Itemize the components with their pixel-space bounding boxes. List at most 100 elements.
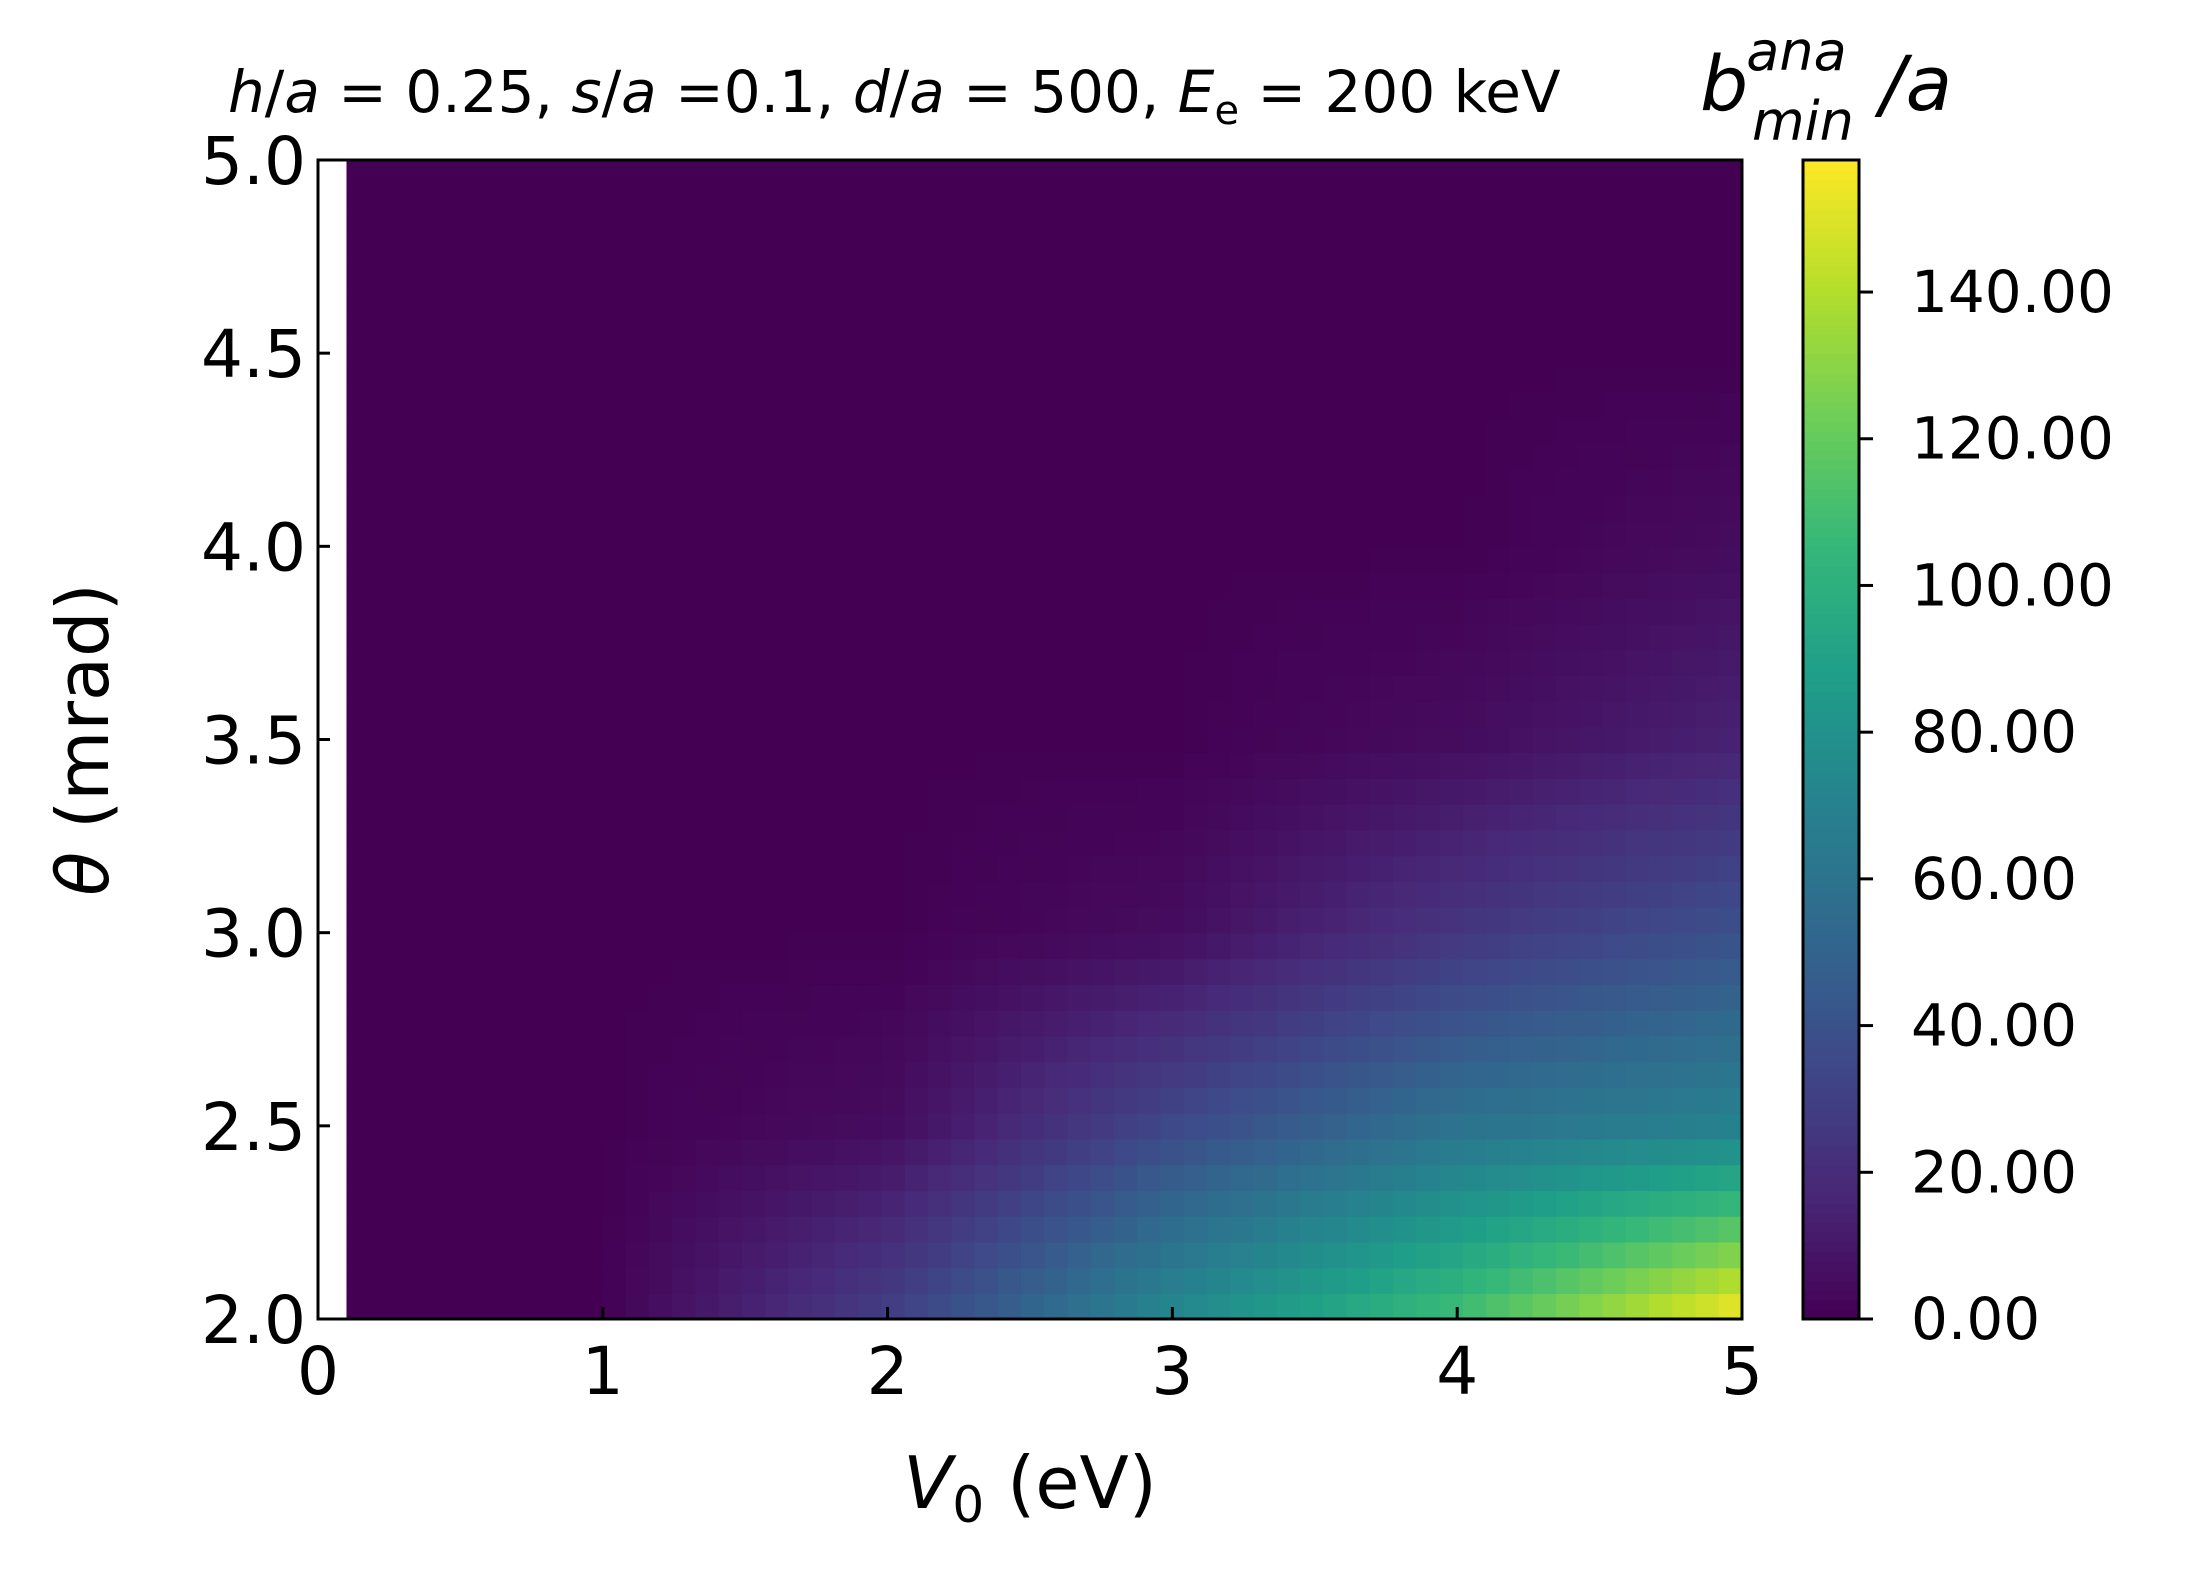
- heatmap-cell: [742, 1164, 766, 1191]
- heatmap-cell: [858, 804, 882, 831]
- heatmap-cell: [858, 1190, 882, 1217]
- heatmap-cell: [393, 624, 417, 651]
- heatmap-cell: [1044, 1113, 1068, 1140]
- heatmap-cell: [928, 1113, 952, 1140]
- heatmap-cell: [1207, 521, 1231, 548]
- heatmap-cell: [1068, 1010, 1092, 1037]
- heatmap-cell: [486, 1216, 510, 1243]
- heatmap-cell: [905, 1293, 929, 1320]
- heatmap-cell: [1649, 366, 1673, 393]
- heatmap-cell: [1277, 469, 1301, 496]
- heatmap-cell: [695, 649, 719, 676]
- heatmap-cell: [974, 1190, 998, 1217]
- heatmap-cell: [1044, 366, 1068, 393]
- heatmap-cell: [1509, 1242, 1533, 1269]
- heatmap-cell: [742, 933, 766, 960]
- heatmap-cell: [1068, 1216, 1092, 1243]
- heatmap-cell: [1068, 315, 1092, 342]
- heatmap-cell: [440, 340, 464, 367]
- heatmap-cell: [788, 727, 812, 754]
- heatmap-cell: [346, 392, 370, 419]
- heatmap-cell: [1649, 340, 1673, 367]
- heatmap-cell: [998, 1190, 1022, 1217]
- heatmap-cell: [1137, 521, 1161, 548]
- heatmap-cell: [1440, 881, 1464, 908]
- heatmap-cell: [556, 1139, 580, 1166]
- heatmap-cell: [579, 418, 603, 445]
- heatmap-cell: [486, 804, 510, 831]
- heatmap-cell: [765, 701, 789, 728]
- heatmap-cell: [649, 649, 673, 676]
- heatmap-cell: [974, 1139, 998, 1166]
- heatmap-cell: [1068, 546, 1092, 573]
- heatmap-cell: [440, 546, 464, 573]
- heatmap-cell: [416, 675, 440, 702]
- heatmap-cell: [812, 1293, 836, 1320]
- heatmap-cell: [1719, 727, 1743, 754]
- heatmap-cell: [765, 984, 789, 1011]
- heatmap-cell: [556, 212, 580, 239]
- heatmap-cell: [393, 237, 417, 264]
- colorbar-cell: [1803, 440, 1859, 450]
- heatmap-cell: [1021, 1010, 1045, 1037]
- heatmap-cell: [649, 1267, 673, 1294]
- heatmap-cell: [1695, 701, 1719, 728]
- heatmap-cell: [1719, 881, 1743, 908]
- heatmap-cell: [1486, 624, 1510, 651]
- heatmap-cell: [370, 675, 394, 702]
- heatmap-cell: [370, 340, 394, 367]
- heatmap-cell: [788, 778, 812, 805]
- heatmap-cell: [1370, 675, 1394, 702]
- heatmap-cell: [1695, 958, 1719, 985]
- colorbar-cell: [1803, 411, 1859, 421]
- heatmap-cell: [1184, 598, 1208, 625]
- heatmap-cell: [649, 958, 673, 985]
- heatmap-cell: [858, 237, 882, 264]
- heatmap-cell: [1719, 933, 1743, 960]
- heatmap-cell: [1393, 649, 1417, 676]
- heatmap-cell: [1254, 186, 1278, 213]
- heatmap-cell: [1626, 1293, 1650, 1320]
- heatmap-cell: [1602, 804, 1626, 831]
- heatmap-cell: [1416, 418, 1440, 445]
- colorbar-cell: [1803, 527, 1859, 537]
- heatmap-cell: [788, 340, 812, 367]
- heatmap-cell: [974, 1087, 998, 1114]
- heatmap-cell: [672, 598, 696, 625]
- heatmap-cell: [626, 727, 650, 754]
- heatmap-cell: [602, 263, 626, 290]
- heatmap-cell: [742, 649, 766, 676]
- heatmap-cell: [1230, 289, 1254, 316]
- heatmap-cell: [1556, 572, 1580, 599]
- heatmap-cell: [672, 315, 696, 342]
- heatmap-cell: [1463, 933, 1487, 960]
- colorbar-cell: [1803, 556, 1859, 566]
- heatmap-cell: [1672, 804, 1696, 831]
- heatmap-cell: [486, 1242, 510, 1269]
- heatmap-cell: [393, 315, 417, 342]
- heatmap-cell: [905, 572, 929, 599]
- heatmap-cell: [1021, 1087, 1045, 1114]
- heatmap-cell: [742, 1190, 766, 1217]
- heatmap-cell: [370, 186, 394, 213]
- heatmap-cell: [765, 1010, 789, 1037]
- heatmap-cell: [486, 443, 510, 470]
- heatmap-cell: [1068, 881, 1092, 908]
- heatmap-cell: [1370, 1087, 1394, 1114]
- heatmap-cell: [1323, 469, 1347, 496]
- heatmap-cell: [1556, 855, 1580, 882]
- heatmap-cell: [463, 263, 487, 290]
- heatmap-cell: [1416, 443, 1440, 470]
- heatmap-cells: [346, 160, 1742, 1320]
- heatmap-cell: [1370, 752, 1394, 779]
- heatmap-cell: [881, 1190, 905, 1217]
- heatmap-cell: [1068, 1242, 1092, 1269]
- heatmap-cell: [1137, 624, 1161, 651]
- heatmap-cell: [370, 212, 394, 239]
- heatmap-cell: [858, 598, 882, 625]
- heatmap-cell: [1230, 237, 1254, 264]
- heatmap-cell: [579, 804, 603, 831]
- heatmap-cell: [1719, 1010, 1743, 1037]
- heatmap-cell: [1277, 1293, 1301, 1320]
- heatmap-cell: [719, 572, 743, 599]
